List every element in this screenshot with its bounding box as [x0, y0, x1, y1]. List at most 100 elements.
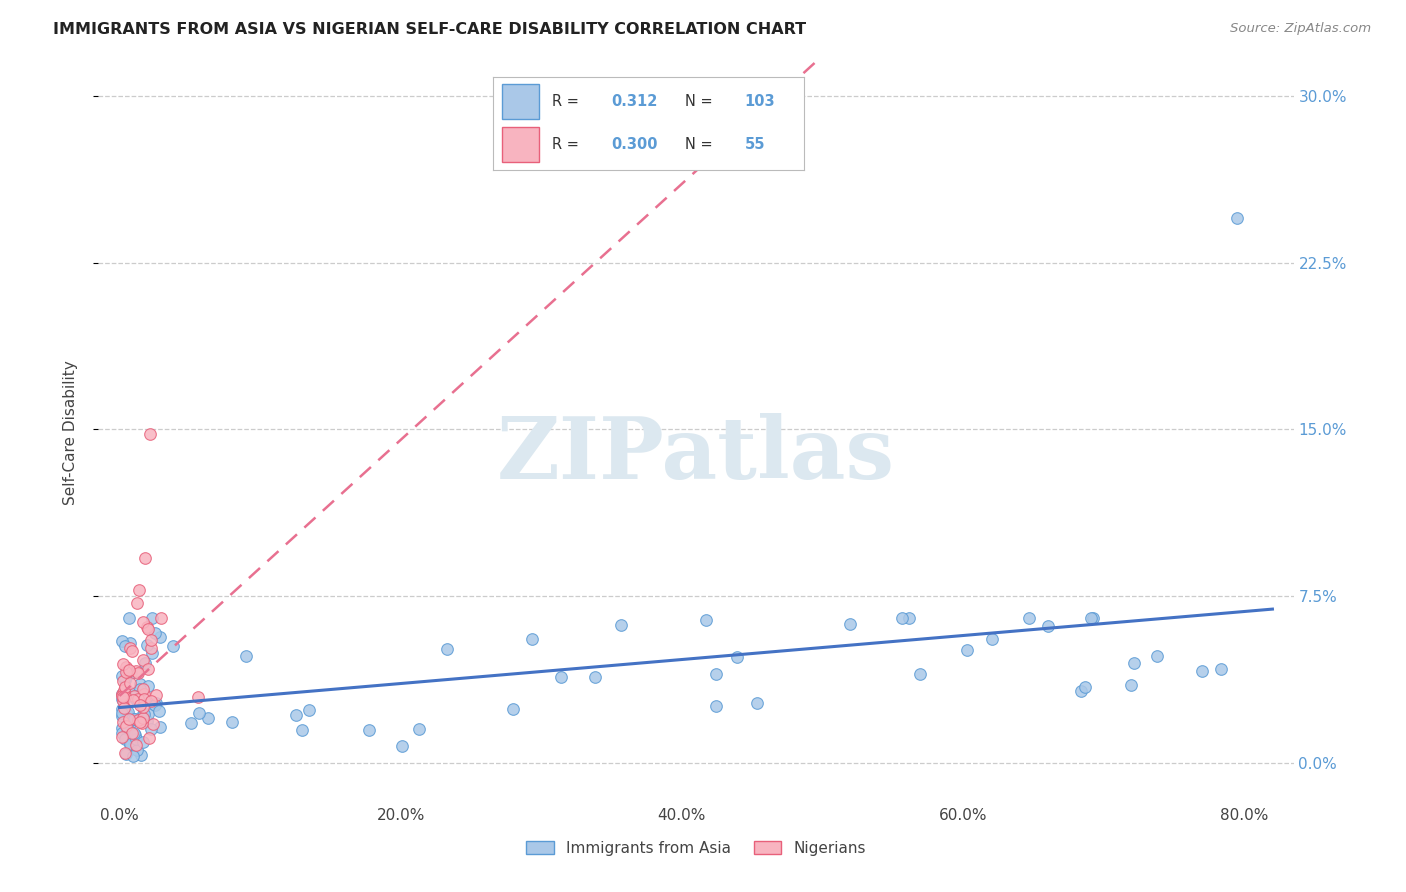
Point: [129, 714, 152, 729]
Point: [115, 747, 138, 761]
Point: [111, 694, 134, 708]
Point: [111, 725, 134, 739]
Point: [125, 596, 148, 610]
Point: [1119, 677, 1142, 691]
Text: IMMIGRANTS FROM ASIA VS NIGERIAN SELF-CARE DISABILITY CORRELATION CHART: IMMIGRANTS FROM ASIA VS NIGERIAN SELF-CA…: [53, 22, 807, 37]
Point: [128, 681, 150, 696]
Point: [125, 694, 148, 708]
Point: [120, 715, 142, 730]
Point: [127, 666, 149, 681]
Point: [114, 747, 136, 761]
Point: [1018, 611, 1040, 625]
Point: [197, 711, 219, 725]
Point: [118, 711, 141, 725]
Point: [291, 723, 314, 737]
Point: [187, 690, 209, 704]
Point: [112, 701, 135, 715]
Point: [111, 730, 134, 744]
Point: [118, 714, 141, 728]
Point: [747, 697, 769, 711]
Point: [138, 731, 160, 746]
Point: [139, 641, 162, 656]
Point: [120, 636, 142, 650]
Point: [132, 706, 155, 721]
Text: ZIPatlas: ZIPatlas: [496, 413, 896, 497]
Point: [112, 673, 135, 688]
Point: [980, 632, 1002, 647]
Point: [131, 690, 153, 704]
Point: [139, 426, 162, 441]
Point: [142, 717, 165, 731]
Text: Source: ZipAtlas.com: Source: ZipAtlas.com: [1230, 22, 1371, 36]
Point: [128, 582, 150, 597]
Point: [1211, 662, 1233, 676]
Point: [125, 743, 148, 757]
Point: [1083, 611, 1105, 625]
Point: [139, 723, 162, 737]
Point: [118, 663, 141, 677]
Point: [143, 626, 166, 640]
Point: [136, 714, 159, 728]
Point: [131, 694, 153, 708]
Point: [117, 723, 139, 738]
Point: [111, 706, 134, 721]
Point: [111, 721, 134, 735]
Point: [149, 611, 172, 625]
Point: [704, 699, 727, 714]
Point: [136, 620, 159, 634]
Point: [149, 720, 172, 734]
Point: [520, 632, 543, 646]
Point: [1038, 619, 1060, 633]
Point: [124, 712, 146, 726]
Point: [1080, 611, 1102, 625]
Point: [114, 671, 136, 685]
Legend: Immigrants from Asia, Nigerians: Immigrants from Asia, Nigerians: [520, 835, 872, 862]
Point: [149, 630, 172, 644]
Point: [120, 665, 142, 680]
Point: [117, 611, 139, 625]
Point: [145, 688, 167, 702]
Point: [131, 747, 153, 762]
Point: [124, 689, 146, 703]
Point: [111, 687, 134, 701]
Point: [704, 666, 727, 681]
Point: [111, 634, 134, 648]
Point: [391, 739, 413, 753]
Point: [114, 639, 136, 653]
Point: [122, 749, 145, 764]
Point: [121, 726, 143, 740]
Point: [145, 696, 167, 710]
Point: [114, 732, 136, 747]
Point: [180, 716, 202, 731]
Point: [298, 703, 321, 717]
Point: [122, 693, 145, 707]
Point: [117, 705, 139, 719]
Point: [136, 662, 159, 676]
Point: [112, 683, 135, 698]
Point: [124, 728, 146, 742]
Point: [898, 611, 921, 625]
Point: [125, 739, 148, 753]
Point: [139, 694, 162, 708]
Point: [141, 611, 163, 625]
Point: [114, 673, 136, 687]
Point: [132, 652, 155, 666]
Point: [120, 739, 142, 753]
Point: [838, 616, 860, 631]
Point: [127, 691, 149, 706]
Point: [956, 643, 979, 657]
Point: [284, 708, 307, 723]
Point: [117, 685, 139, 699]
Point: [111, 690, 134, 704]
Point: [111, 692, 134, 706]
Point: [908, 667, 931, 681]
Point: [112, 688, 135, 702]
Point: [1146, 649, 1168, 664]
Point: [695, 614, 717, 628]
Point: [118, 641, 141, 656]
Point: [122, 690, 145, 704]
Point: [112, 714, 135, 729]
Point: [131, 734, 153, 748]
Point: [890, 611, 912, 625]
Point: [111, 657, 134, 671]
